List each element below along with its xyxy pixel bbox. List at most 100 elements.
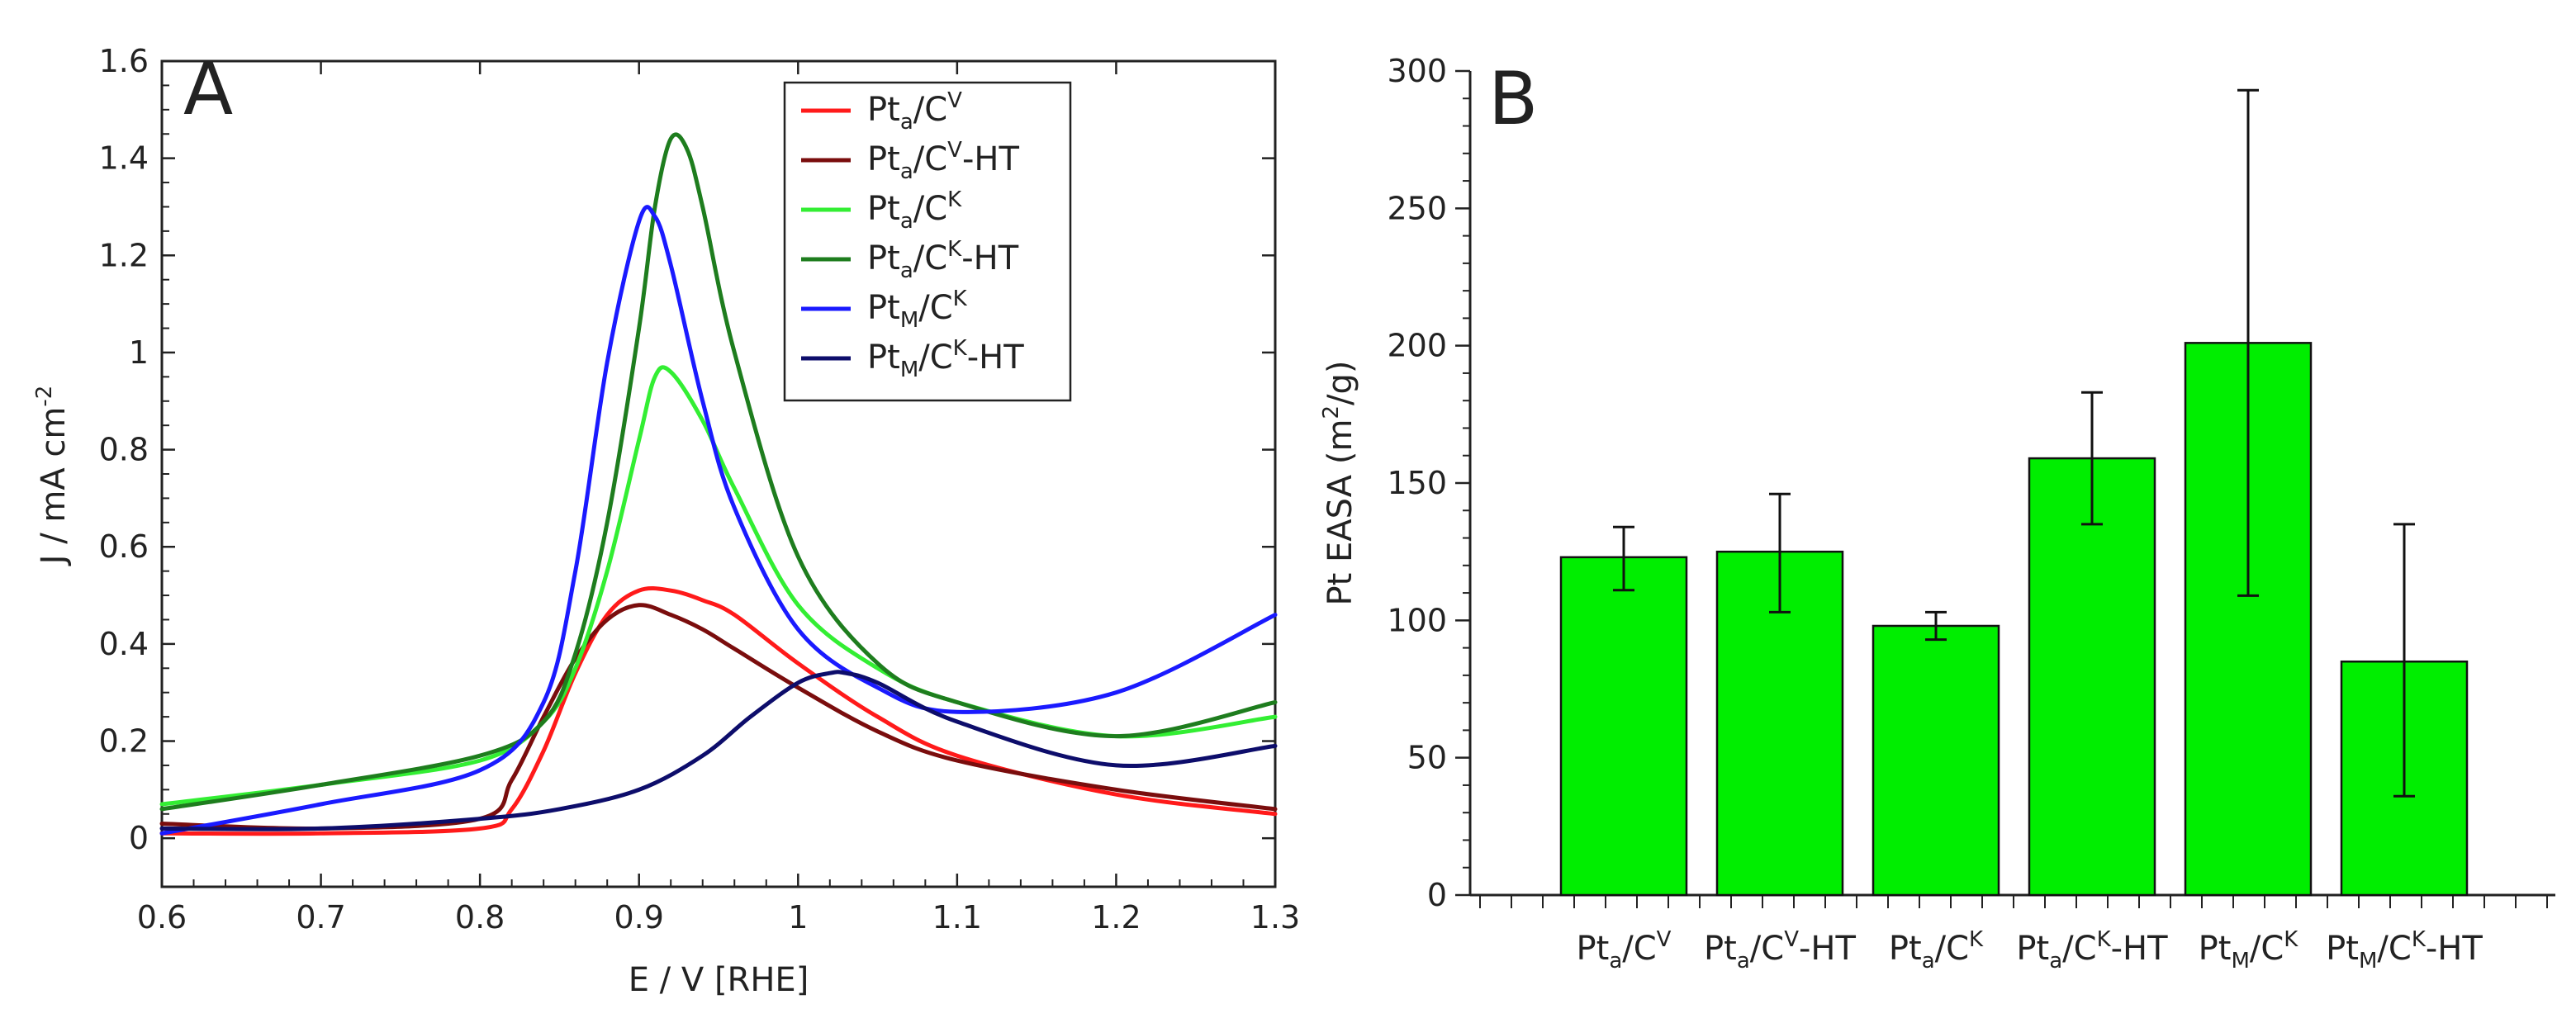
panel-b-category-label-1-superscript: V <box>1657 927 1672 952</box>
panel-b-category-label-3: Pta/CK <box>1889 927 1984 973</box>
panel-a-x-tick-label: 0.9 <box>614 899 663 936</box>
panel-a-legend-label-2-superscript: V <box>947 138 962 163</box>
panel-a-legend-label-4-suffix: -HT <box>961 239 1019 277</box>
panel-b-category-label-2-slash: /C <box>1750 930 1784 968</box>
panel-b-category-label-5-superscript: K <box>2284 927 2298 952</box>
panel-b-category-label-1-slash: /C <box>1622 930 1656 968</box>
panel-a-y-tick-label: 0.2 <box>99 723 149 760</box>
panel-a-x-tick-label: 0.7 <box>296 899 345 936</box>
panel-b-category-label-1: Pta/CV <box>1577 927 1672 973</box>
panel-a-y-axis-label-exponent: -2 <box>32 386 57 407</box>
panel-a-legend-label-5-base: Pt <box>867 289 900 327</box>
panel-a-y-tick-label: 1.4 <box>99 140 149 177</box>
panel-b-y-axis-label-exponent: 2 <box>1319 405 1344 419</box>
panel-b-category-label-6-subscript: M <box>2359 949 2377 973</box>
panel-b-category-label-6-superscript: K <box>2412 927 2427 952</box>
panel-b-y-tick-label: 150 <box>1387 465 1447 501</box>
panel-a-legend-label-5-slash: /C <box>918 289 952 327</box>
panel-b-category-label-4-subscript: a <box>2049 949 2062 973</box>
panel-b-y-tick-label: 200 <box>1387 328 1447 364</box>
panel-a-legend-label-6: PtM/CK-HT <box>867 336 1024 382</box>
panel-a-legend-label-1-slash: /C <box>913 91 947 129</box>
panel-a-x-tick-label: 1.3 <box>1250 899 1300 936</box>
panel-a-legend-label-3-superscript: K <box>947 187 962 212</box>
panel-b-y-tick-label: 250 <box>1387 190 1447 226</box>
panel-b-category-label-6-suffix: -HT <box>2426 930 2483 968</box>
panel-b-category-label-5-base: Pt <box>2199 930 2232 968</box>
panel-a-legend-label-4-superscript: K <box>947 237 962 262</box>
panel-b-category-label-6: PtM/CK-HT <box>2326 927 2483 973</box>
panel-a-y-tick-label: 1.2 <box>99 237 149 273</box>
panel-a-legend-label-3-base: Pt <box>867 190 900 228</box>
panel-a-letter: A <box>183 46 233 131</box>
panel-b-category-label-5: PtM/CK <box>2199 927 2299 973</box>
panel-a-legend-label-5-superscript: K <box>953 287 968 311</box>
panel-a-y-axis-label: J / mA cm-2 <box>32 386 73 567</box>
panel-a-series <box>159 132 1278 836</box>
panel-b-category-label-2-superscript: V <box>1784 927 1799 952</box>
panel-a-y-tick-label: 0 <box>129 820 149 856</box>
panel-b-category-label-5-subscript: M <box>2231 949 2249 973</box>
panel-a-series-line-5 <box>159 205 1278 836</box>
panel-b-category-label-4-suffix: -HT <box>2111 930 2169 968</box>
panel-a-legend-label-5-subscript: M <box>900 308 918 333</box>
panel-a-legend-label-4-slash: /C <box>913 239 947 277</box>
panel-b-y-tick-label: 0 <box>1427 877 1447 913</box>
panel-b-bar-1 <box>1559 556 1688 897</box>
panel-b-category-label-4-superscript: K <box>2097 927 2112 952</box>
panel-b-category-label-2-suffix: -HT <box>1799 930 1857 968</box>
panel-a-x-tick-label: 0.8 <box>455 899 505 936</box>
panel-b-category-label-2-subscript: a <box>1737 949 1750 973</box>
panel-b-category-label-4: Pta/CK-HT <box>2016 927 2168 973</box>
panel-a-x-tick-label: 1 <box>788 899 808 936</box>
panel-b-y-axis-label-base: Pt EASA (m <box>1321 419 1359 606</box>
panel-a-legend-label-2: Pta/CV-HT <box>867 138 1019 184</box>
panel-a-legend-label-6-subscript: M <box>900 358 918 382</box>
panel-a-legend-label-3: Pta/CK <box>867 187 962 234</box>
panel-b-category-label-3-base: Pt <box>1889 930 1922 968</box>
panel-a-ticks: 0.6 0.7 0.8 0.9 1 1.1 1.2 1.3 0 0.2 0.4 0.6 0.8 1 1.2 1… <box>99 43 1301 936</box>
panel-a-y-tick-label: 0.8 <box>99 432 149 468</box>
panel-b-category-labels: Pta/CV Pta/CV-HT Pta/CK Pta/CK-HT PtM/CK PtM/… <box>1577 927 2483 973</box>
panel-b-y-axis-label-unit: /g) <box>1321 361 1359 405</box>
panel-a-x-tick-label: 0.6 <box>137 899 187 936</box>
panel-a-legend: Pta/CVPta/CV-HTPta/CKPta/CK-HTPtM/CKPtM/… <box>783 81 1072 402</box>
panel-a-x-axis-label: E / V [RHE] <box>629 961 809 999</box>
panel-a-legend-label-2-subscript: a <box>900 159 913 184</box>
panel-a-legend-label-6-superscript: K <box>953 336 968 361</box>
panel-a-legend-label-3-slash: /C <box>913 190 947 228</box>
panel-a-series-line-3 <box>159 365 1278 807</box>
panel-a-legend-box <box>783 81 1072 402</box>
panel-a-y-tick-label: 0.6 <box>99 528 149 565</box>
panel-b-category-label-2: Pta/CV-HT <box>1704 927 1856 973</box>
panel-a-series-line-4 <box>159 132 1278 812</box>
panel-b-category-label-1-subscript: a <box>1609 949 1622 973</box>
panel-b-category-label-1-base: Pt <box>1577 930 1610 968</box>
panel-a-y-tick-label: 1.6 <box>99 43 149 79</box>
panel-a-line-chart: 0.6 0.7 0.8 0.9 1 1.1 1.2 1.3 0 0.2 0.4 0.6 0.8 1 1.2 1… <box>32 43 1300 999</box>
panel-b-bars <box>1559 88 2469 897</box>
panel-b-letter: B <box>1488 56 1538 141</box>
panel-a-legend-label-5: PtM/CK <box>867 287 968 333</box>
panel-a-legend-label-6-slash: /C <box>918 339 952 377</box>
panel-a-legend-label-1-superscript: V <box>947 88 962 113</box>
panel-b-y-tick-label: 300 <box>1387 53 1447 89</box>
panel-b-category-label-3-slash: /C <box>1935 930 1969 968</box>
panel-a-y-tick-label: 1 <box>129 334 149 371</box>
panel-a-legend-label-6-suffix: -HT <box>967 339 1025 377</box>
panel-a-legend-label-2-suffix: -HT <box>962 140 1020 178</box>
panel-a-legend-label-4-base: Pt <box>867 239 900 277</box>
panel-b-y-tick-label: 50 <box>1407 740 1447 776</box>
panel-b-category-label-4-slash: /C <box>2062 930 2096 968</box>
panel-b-bar-4 <box>2028 457 2156 897</box>
panel-a-legend-label-4: Pta/CK-HT <box>867 237 1019 283</box>
panel-a-x-tick-label: 1.2 <box>1091 899 1141 936</box>
panel-b-category-label-6-slash: /C <box>2377 930 2411 968</box>
panel-a-series-line-6 <box>159 670 1278 831</box>
panel-b-y-tick-label: 100 <box>1387 602 1447 638</box>
panel-b-bar-3 <box>1872 624 2000 897</box>
panel-a-legend-label-1: Pta/CV <box>867 88 962 135</box>
panel-a-legend-label-6-base: Pt <box>867 339 900 377</box>
panel-b-category-label-6-base: Pt <box>2326 930 2359 968</box>
